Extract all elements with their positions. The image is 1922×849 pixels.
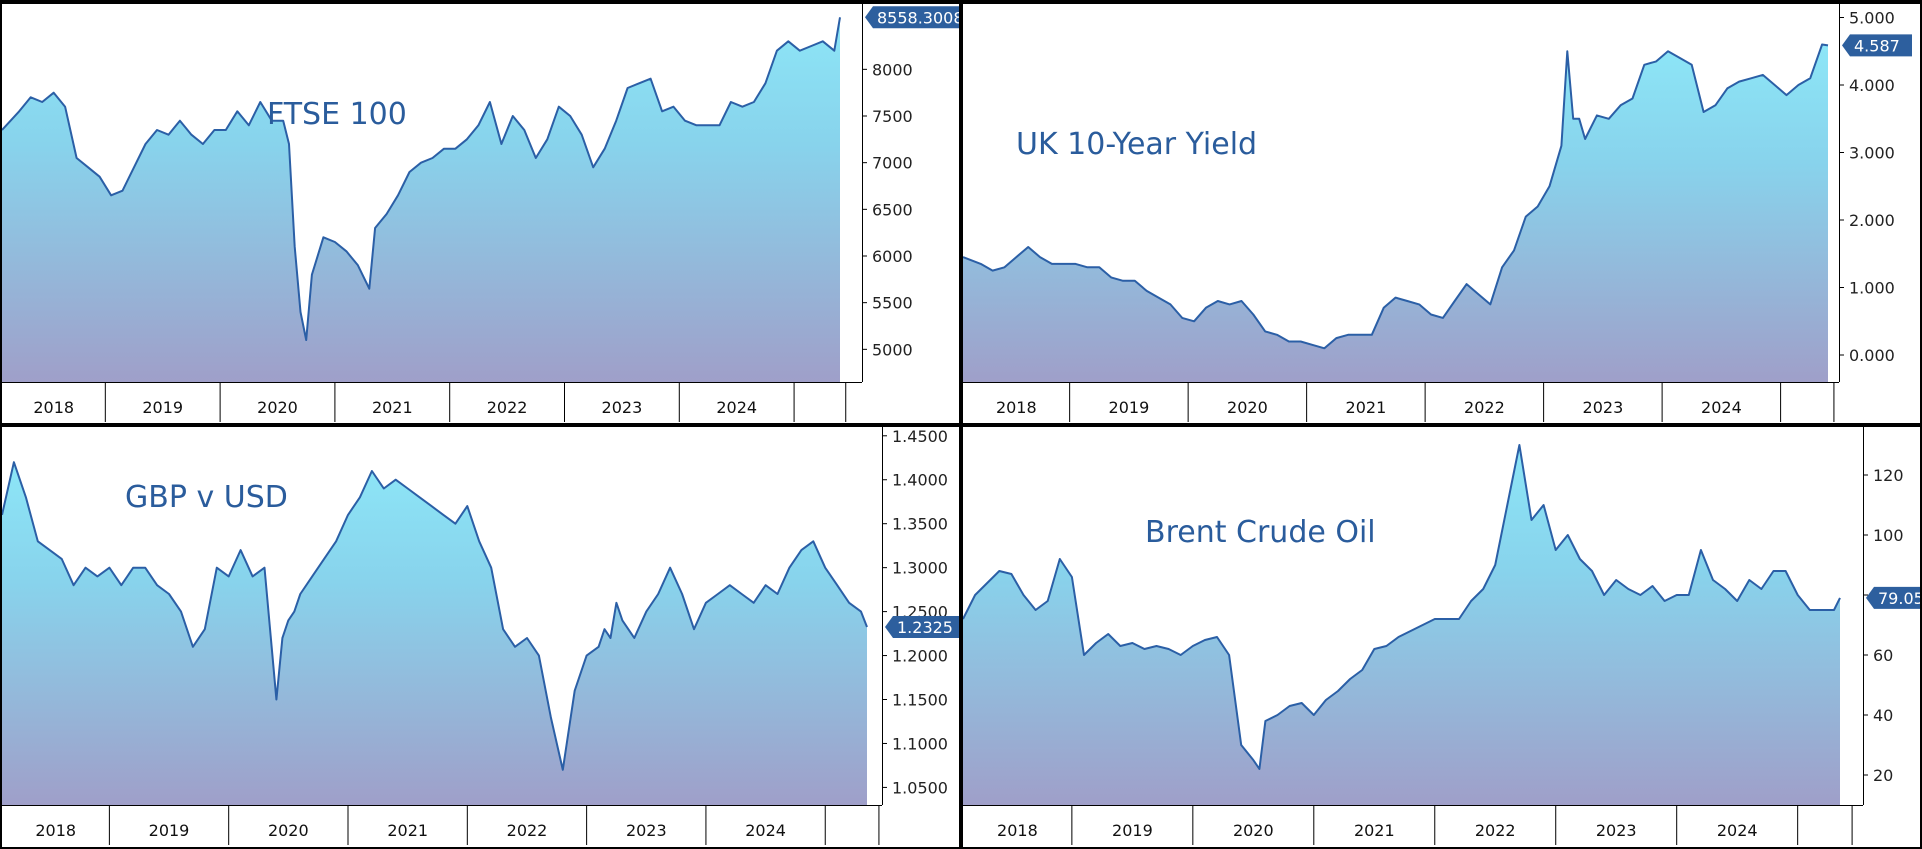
ftse-year-label-2019: 2019 [142, 398, 183, 417]
gbpusd-chart-title: GBP v USD [125, 480, 288, 515]
brent-year-label-2020: 2020 [1233, 821, 1274, 840]
gilt-year-label-2018: 2018 [996, 398, 1037, 417]
ftse-y-tick-label: 8000 [872, 60, 913, 79]
brent-y-tick-label: 20 [1873, 766, 1893, 785]
brent-year-label-2021: 2021 [1354, 821, 1395, 840]
brent-year-label-2023: 2023 [1596, 821, 1637, 840]
gbpusd-y-tick-label: 1.0500 [892, 778, 948, 797]
gilt-year-label-2023: 2023 [1583, 398, 1624, 417]
gilt-last-value-badge: 4.587 [1842, 34, 1912, 57]
ftse-year-label-2022: 2022 [487, 398, 528, 417]
brent-last-value-badge: 79.05 [1866, 586, 1920, 609]
brent-y-tick-label: 60 [1873, 646, 1893, 665]
brent-year-label-2019: 2019 [1112, 821, 1153, 840]
brent-y-tick-label: 120 [1873, 466, 1904, 485]
ftse-year-label-2018: 2018 [33, 398, 74, 417]
gbpusd-year-label-2018: 2018 [35, 821, 76, 840]
gbpusd-y-tick-label: 1.4000 [892, 471, 948, 490]
gilt-year-label-2020: 2020 [1227, 398, 1268, 417]
ftse-year-label-2021: 2021 [372, 398, 413, 417]
ftse-y-tick-label: 7000 [872, 154, 913, 173]
gilt-y-tick-label: 1.000 [1849, 279, 1895, 298]
ftse-last-value-badge: 8558.3008 [865, 6, 959, 29]
gbpusd-last-value-badge: 1.2325 [885, 615, 959, 638]
gilt-year-label-2022: 2022 [1464, 398, 1505, 417]
brent-year-label-2022: 2022 [1475, 821, 1516, 840]
gilt-last-value-text: 4.587 [1854, 36, 1900, 55]
gbpusd-series-line [2, 461, 868, 771]
gbpusd-y-tick-label: 1.1000 [892, 734, 948, 753]
gilt-y-tick-label: 4.000 [1849, 76, 1895, 95]
chart-panel-brent: 2018201920202021202220232024204060801001… [963, 427, 1920, 847]
ftse-y-tick-label: 7500 [872, 107, 913, 126]
gilt-year-label-2019: 2019 [1109, 398, 1150, 417]
gilt-y-tick-label: 5.000 [1849, 9, 1895, 28]
gbpusd-y-tick-label: 1.4500 [892, 427, 948, 446]
gilt-series-line [963, 43, 1829, 350]
gilt-y-tick-label: 3.000 [1849, 144, 1895, 163]
gbpusd-year-label-2024: 2024 [745, 821, 786, 840]
gilt-area-fill [963, 44, 1828, 382]
gbpusd-chart: 2018 2019 2020 2021 2022 2023 2024 1.0500 1.1000… [2, 427, 959, 845]
brent-last-value-text: 79.05 [1878, 589, 1920, 608]
gilt-y-tick-label: 0.000 [1849, 346, 1895, 365]
gilt-chart: 2018 2019 2020 2021 2022 2023 2024 0.000 1.000 2.… [963, 4, 1912, 422]
ftse-chart: 2018 2019 2020 2021 2022 2023 2024 5000 5500 6000… [2, 4, 959, 422]
brent-y-tick-label: 40 [1873, 706, 1893, 725]
gbpusd-y-tick-label: 1.1500 [892, 691, 948, 710]
ftse-y-tick-label: 5000 [872, 340, 913, 359]
brent-area-fill [963, 445, 1840, 805]
chart-panel-ftse: 2018 2019 2020 2021 2022 2023 2024 5000 5500 6000… [2, 4, 959, 423]
ftse-year-label-2024: 2024 [716, 398, 757, 417]
brent-series-line [963, 444, 1841, 770]
gbpusd-y-tick-label: 1.3500 [892, 515, 948, 534]
gbpusd-year-label-2022: 2022 [507, 821, 548, 840]
gbpusd-y-tick-label: 1.2000 [892, 647, 948, 666]
gbpusd-year-label-2023: 2023 [626, 821, 667, 840]
gbpusd-y-tick-label: 1.3000 [892, 559, 948, 578]
ftse-year-label-2020: 2020 [257, 398, 298, 417]
gilt-y-tick-label: 2.000 [1849, 211, 1895, 230]
gbpusd-year-label-2021: 2021 [387, 821, 428, 840]
gilt-year-label-2024: 2024 [1701, 398, 1742, 417]
ftse-y-tick-label: 6500 [872, 200, 913, 219]
gilt-year-label-2021: 2021 [1346, 398, 1387, 417]
brent-year-label-2024: 2024 [1717, 821, 1758, 840]
brent-y-tick-label: 100 [1873, 526, 1904, 545]
chart-panel-gbpusd: 2018 2019 2020 2021 2022 2023 2024 1.0500 1.1000… [2, 427, 959, 847]
ftse-last-value-text: 8558.3008 [877, 8, 959, 27]
brent-chart-title: Brent Crude Oil [1145, 515, 1376, 550]
gbpusd-year-label-2019: 2019 [149, 821, 190, 840]
gilt-chart-title: UK 10-Year Yield [1016, 127, 1257, 162]
gbpusd-area-fill [2, 462, 867, 805]
gbpusd-last-value-text: 1.2325 [897, 618, 953, 637]
chart-panel-gilt: 2018 2019 2020 2021 2022 2023 2024 0.000 1.000 2.… [963, 4, 1920, 423]
ftse-y-tick-label: 6000 [872, 247, 913, 266]
brent-year-label-2018: 2018 [997, 821, 1038, 840]
brent-chart: 2018201920202021202220232024204060801001… [963, 427, 1920, 845]
ftse-area-fill [2, 17, 840, 383]
ftse-year-label-2023: 2023 [602, 398, 643, 417]
gbpusd-year-label-2020: 2020 [268, 821, 309, 840]
ftse-chart-title: FTSE 100 [267, 97, 407, 132]
ftse-y-tick-label: 5500 [872, 294, 913, 313]
ftse-series-line [2, 17, 841, 341]
